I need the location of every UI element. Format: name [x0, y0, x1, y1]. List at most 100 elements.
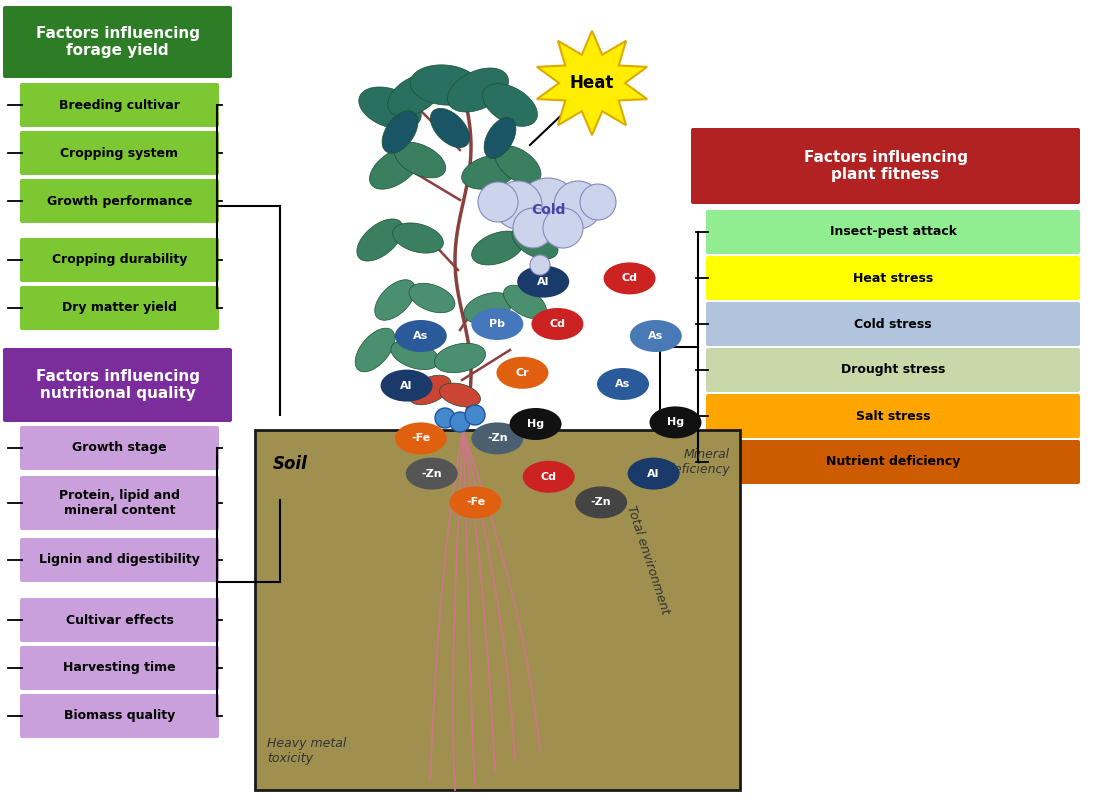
Polygon shape — [395, 142, 446, 178]
Circle shape — [494, 181, 542, 229]
Text: Factors influencing
forage yield: Factors influencing forage yield — [35, 26, 200, 58]
Text: Growth performance: Growth performance — [47, 194, 192, 207]
Text: Soil: Soil — [273, 455, 308, 473]
Text: Cr: Cr — [516, 368, 529, 378]
Circle shape — [513, 208, 553, 248]
Text: Breeding cultivar: Breeding cultivar — [59, 98, 180, 111]
Polygon shape — [439, 383, 481, 407]
Polygon shape — [483, 84, 538, 126]
Polygon shape — [472, 231, 525, 265]
Ellipse shape — [449, 486, 502, 518]
Text: Cropping durability: Cropping durability — [51, 254, 187, 266]
Circle shape — [478, 182, 518, 222]
Ellipse shape — [575, 486, 627, 518]
FancyBboxPatch shape — [20, 179, 219, 223]
Circle shape — [530, 255, 550, 275]
Ellipse shape — [597, 368, 649, 400]
Text: Salt stress: Salt stress — [856, 410, 930, 422]
Text: As: As — [648, 331, 663, 341]
Text: Factors influencing
plant fitness: Factors influencing plant fitness — [803, 150, 967, 182]
FancyBboxPatch shape — [20, 538, 219, 582]
Text: Mineral
deficiency: Mineral deficiency — [667, 448, 730, 476]
Polygon shape — [409, 375, 451, 405]
Text: Cd: Cd — [541, 472, 556, 482]
Text: Nutrient deficiency: Nutrient deficiency — [826, 455, 960, 469]
Text: Hg: Hg — [667, 418, 684, 427]
Text: Al: Al — [400, 381, 413, 390]
Text: Cd: Cd — [550, 319, 565, 329]
Text: As: As — [413, 331, 428, 341]
FancyBboxPatch shape — [20, 131, 219, 175]
Ellipse shape — [471, 308, 524, 340]
Text: Factors influencing
nutritional quality: Factors influencing nutritional quality — [35, 369, 200, 402]
Ellipse shape — [509, 408, 562, 440]
Text: Protein, lipid and
mineral content: Protein, lipid and mineral content — [59, 489, 180, 517]
Polygon shape — [356, 219, 403, 261]
Text: Heat: Heat — [569, 74, 614, 92]
Circle shape — [554, 181, 602, 229]
FancyBboxPatch shape — [20, 646, 219, 690]
Polygon shape — [484, 118, 516, 158]
FancyBboxPatch shape — [3, 348, 232, 422]
Text: Cold stress: Cold stress — [855, 318, 932, 330]
Ellipse shape — [531, 308, 584, 340]
Text: Al: Al — [537, 277, 550, 286]
Text: Cd: Cd — [622, 274, 637, 283]
Text: Al: Al — [647, 469, 660, 478]
Ellipse shape — [630, 320, 682, 352]
Text: Hg: Hg — [527, 419, 544, 429]
Text: -Zn: -Zn — [591, 498, 611, 507]
Polygon shape — [461, 155, 518, 189]
Text: Growth stage: Growth stage — [72, 442, 167, 454]
Ellipse shape — [406, 458, 458, 490]
Ellipse shape — [522, 461, 575, 493]
Polygon shape — [463, 293, 513, 323]
Text: Harvesting time: Harvesting time — [63, 662, 176, 674]
Circle shape — [543, 208, 583, 248]
Ellipse shape — [603, 262, 656, 294]
FancyBboxPatch shape — [706, 210, 1080, 254]
Text: Heat stress: Heat stress — [853, 271, 933, 285]
Text: Dry matter yield: Dry matter yield — [62, 302, 177, 314]
Text: Heavy metal
toxicity: Heavy metal toxicity — [267, 737, 346, 765]
FancyBboxPatch shape — [255, 430, 740, 790]
Text: -Fe: -Fe — [466, 498, 485, 507]
Text: Total environment: Total environment — [624, 504, 672, 616]
Ellipse shape — [471, 422, 524, 454]
Polygon shape — [391, 341, 439, 370]
Polygon shape — [388, 74, 443, 116]
Ellipse shape — [395, 320, 447, 352]
Polygon shape — [369, 147, 421, 189]
Text: Cropping system: Cropping system — [60, 146, 178, 159]
Text: Biomass quality: Biomass quality — [63, 710, 175, 722]
Text: -Zn: -Zn — [422, 469, 442, 478]
FancyBboxPatch shape — [691, 128, 1080, 204]
FancyBboxPatch shape — [20, 83, 219, 127]
Text: Drought stress: Drought stress — [841, 363, 945, 377]
Circle shape — [450, 412, 470, 432]
FancyBboxPatch shape — [3, 6, 232, 78]
Polygon shape — [434, 343, 485, 373]
Ellipse shape — [496, 357, 549, 389]
Polygon shape — [504, 285, 546, 319]
Ellipse shape — [649, 406, 702, 438]
Polygon shape — [537, 30, 647, 135]
Text: As: As — [615, 379, 631, 389]
Circle shape — [435, 408, 455, 428]
Text: Insect-pest attack: Insect-pest attack — [830, 226, 956, 238]
FancyBboxPatch shape — [20, 694, 219, 738]
FancyBboxPatch shape — [706, 256, 1080, 300]
Circle shape — [516, 178, 580, 242]
Circle shape — [465, 405, 485, 425]
Polygon shape — [495, 146, 541, 184]
Text: -Zn: -Zn — [487, 434, 507, 443]
FancyBboxPatch shape — [706, 302, 1080, 346]
FancyBboxPatch shape — [20, 598, 219, 642]
Text: -Fe: -Fe — [411, 434, 431, 443]
Polygon shape — [410, 65, 480, 105]
FancyBboxPatch shape — [20, 426, 219, 470]
FancyBboxPatch shape — [706, 348, 1080, 392]
FancyBboxPatch shape — [20, 286, 219, 330]
Polygon shape — [359, 87, 421, 129]
FancyBboxPatch shape — [20, 476, 219, 530]
